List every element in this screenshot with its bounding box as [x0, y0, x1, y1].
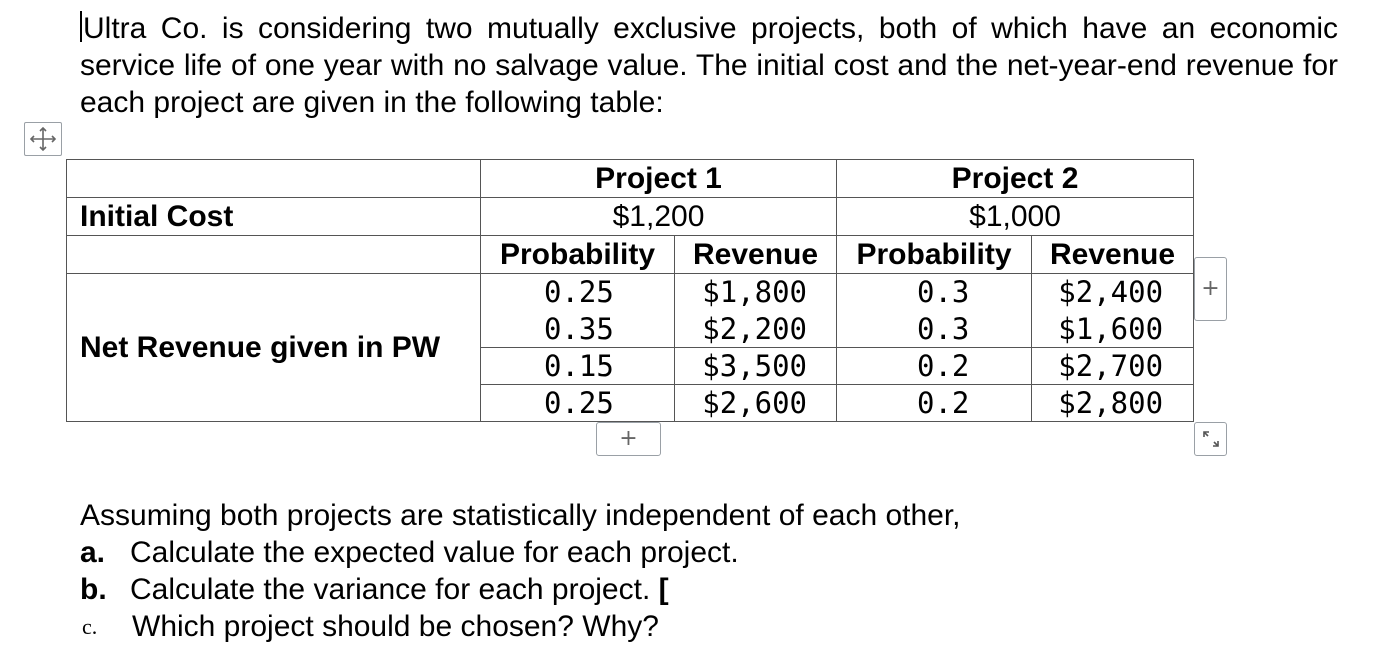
project1-revenue-cell[interactable]: $2,200	[673, 310, 838, 348]
project1-probability-cell[interactable]: 0.25	[480, 273, 675, 311]
question-marker: a.	[80, 536, 106, 569]
project1-probability-header[interactable]: Probability	[480, 235, 675, 275]
project1-probability-cell[interactable]: 0.35	[480, 310, 675, 348]
problem-intro-paragraph: Ultra Co. is considering two mutually ex…	[80, 10, 1338, 121]
project2-revenue-header[interactable]: Revenue	[1031, 235, 1195, 275]
table-row: 0.25 $2,600 0.2 $2,800	[67, 383, 1195, 423]
add-column-button[interactable]: +	[1194, 257, 1227, 321]
question-item: a. Calculate the expected value for each…	[80, 534, 961, 571]
project2-revenue-cell[interactable]: $2,700	[1031, 346, 1195, 385]
add-row-button[interactable]: +	[596, 422, 661, 456]
project1-revenue-cell[interactable]: $3,500	[673, 346, 838, 385]
question-text: Which project should be chosen? Why?	[132, 610, 659, 643]
project1-revenue-cell[interactable]: $1,800	[673, 273, 838, 311]
text-cursor	[80, 11, 82, 42]
table-row: 0.35 $2,200 0.3 $1,600	[67, 310, 1195, 348]
project2-revenue-cell[interactable]: $2,400	[1031, 273, 1195, 311]
project2-probability-header[interactable]: Probability	[836, 235, 1033, 275]
question-marker: b.	[80, 573, 107, 606]
net-revenue-label[interactable]: Net Revenue given in PW	[66, 273, 481, 422]
project2-probability-cell[interactable]: 0.2	[836, 346, 1033, 385]
project1-probability-cell[interactable]: 0.25	[480, 383, 675, 423]
project2-initial-cost[interactable]: $1,000	[836, 197, 1195, 237]
table-row: 0.15 $3,500 0.2 $2,700	[67, 346, 1195, 385]
questions-section: Assuming both projects are statistically…	[80, 497, 961, 645]
project1-probability-cell[interactable]: 0.15	[480, 346, 675, 385]
question-text: Calculate the variance for each project.…	[130, 571, 669, 608]
project2-probability-cell[interactable]: 0.3	[836, 310, 1033, 348]
project2-probability-cell[interactable]: 0.3	[836, 273, 1033, 311]
question-text: Calculate the expected value for each pr…	[130, 536, 739, 569]
column-header-row: Probability Revenue Probability Revenue	[66, 235, 1195, 275]
table-header-row: Project 1 Project 2	[66, 158, 1195, 199]
project2-revenue-cell[interactable]: $1,600	[1031, 310, 1195, 348]
header-empty-cell[interactable]	[66, 158, 481, 199]
problem-intro-text: Ultra Co. is considering two mutually ex…	[80, 12, 1338, 119]
question-marker: c.	[82, 614, 98, 639]
project-data-table: Project 1 Project 2 Initial Cost $1,200 …	[66, 158, 1195, 423]
project2-header[interactable]: Project 2	[836, 158, 1195, 199]
question-text-body: Calculate the variance for each project.…	[130, 573, 669, 606]
table-row: Net Revenue given in PW 0.25 $1,800 0.3 …	[66, 273, 1195, 422]
table-resize-handle[interactable]	[1194, 422, 1227, 456]
project1-initial-cost[interactable]: $1,200	[479, 197, 838, 237]
project1-header[interactable]: Project 1	[479, 158, 838, 199]
move-arrows-icon	[29, 126, 57, 152]
initial-cost-label[interactable]: Initial Cost	[66, 197, 481, 237]
column-header-empty-cell[interactable]	[66, 235, 481, 275]
table-move-handle[interactable]	[24, 122, 62, 156]
project2-probability-cell[interactable]: 0.2	[836, 383, 1033, 423]
resize-diagonal-icon	[1203, 431, 1219, 447]
project2-revenue-cell[interactable]: $2,800	[1031, 383, 1195, 423]
question-item: b. Calculate the variance for each proje…	[80, 571, 961, 608]
initial-cost-row: Initial Cost $1,200 $1,000	[66, 197, 1195, 237]
project1-revenue-cell[interactable]: $2,600	[673, 383, 838, 423]
questions-intro: Assuming both projects are statistically…	[80, 499, 961, 532]
question-item: c. Which project should be chosen? Why?	[80, 608, 961, 645]
project1-revenue-header[interactable]: Revenue	[673, 235, 838, 275]
